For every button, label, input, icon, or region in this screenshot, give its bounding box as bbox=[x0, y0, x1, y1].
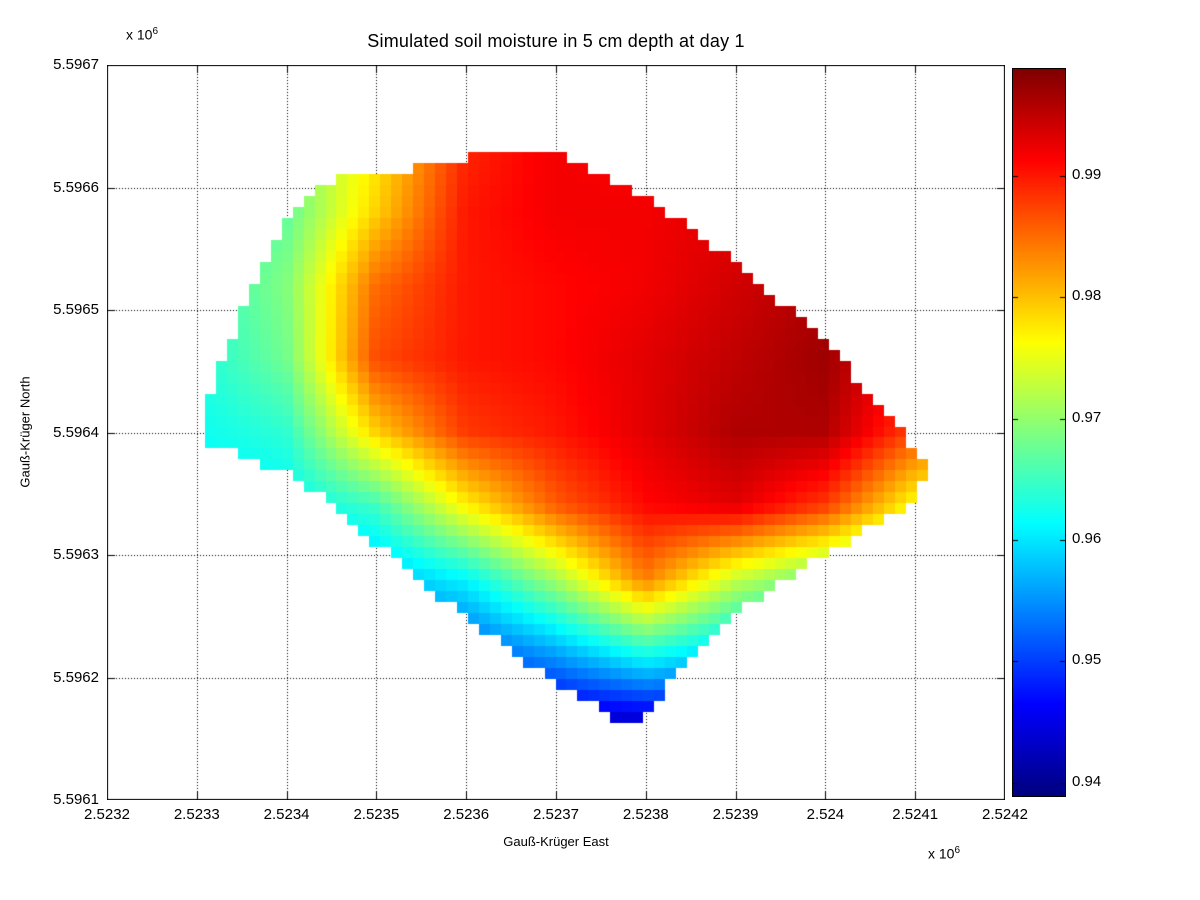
colorbar-tick-label: 0.98 bbox=[1072, 287, 1102, 305]
x-tick-label: 2.5232 bbox=[84, 806, 130, 823]
x-axis-exponent: x 106 bbox=[928, 845, 960, 862]
x-tick-label: 2.5236 bbox=[443, 806, 490, 823]
x-tick-label: 2.5241 bbox=[892, 806, 939, 823]
y-tick-label: 5.5963 bbox=[53, 546, 99, 563]
y-exponent-power: 6 bbox=[152, 26, 159, 37]
y-tick-label: 5.5965 bbox=[53, 301, 99, 318]
chart-title: Simulated soil moisture in 5 cm depth at… bbox=[367, 31, 745, 51]
x-tick-label: 2.524 bbox=[806, 806, 845, 823]
y-tick-label: 5.5964 bbox=[53, 423, 99, 441]
y-tick-label: 5.5966 bbox=[53, 178, 99, 196]
x-tick-label: 2.5235 bbox=[353, 806, 400, 823]
x-exponent-base: x 10 bbox=[928, 845, 955, 862]
x-exponent-power: 6 bbox=[954, 845, 961, 856]
y-tick-label: 5.5962 bbox=[53, 668, 99, 686]
y-tick-label: 5.5961 bbox=[53, 791, 99, 808]
y-tick-label: 5.5967 bbox=[53, 56, 99, 73]
colorbar-tick-label: 0.94 bbox=[1072, 772, 1102, 790]
x-tick-label: 2.5238 bbox=[622, 806, 669, 823]
colorbar-tick-label: 0.97 bbox=[1072, 408, 1102, 426]
x-tick-label: 2.5233 bbox=[173, 806, 220, 823]
colorbar-tick-label: 0.95 bbox=[1072, 651, 1102, 669]
x-axis-label: Gauß-Krüger East bbox=[503, 834, 609, 849]
y-axis-exponent: x 106 bbox=[126, 26, 158, 43]
y-exponent-base: x 10 bbox=[126, 26, 153, 43]
colorbar-tick-label: 0.96 bbox=[1072, 529, 1102, 547]
colorbar-canvas bbox=[1012, 68, 1066, 797]
x-tick-label: 2.5242 bbox=[982, 806, 1028, 823]
heatmap-plot-canvas bbox=[107, 65, 1005, 800]
x-tick-label: 2.5239 bbox=[712, 806, 759, 823]
x-tick-label: 2.5237 bbox=[533, 806, 579, 823]
colorbar-tick-label: 0.99 bbox=[1072, 165, 1102, 183]
x-tick-label: 2.5234 bbox=[263, 806, 310, 823]
